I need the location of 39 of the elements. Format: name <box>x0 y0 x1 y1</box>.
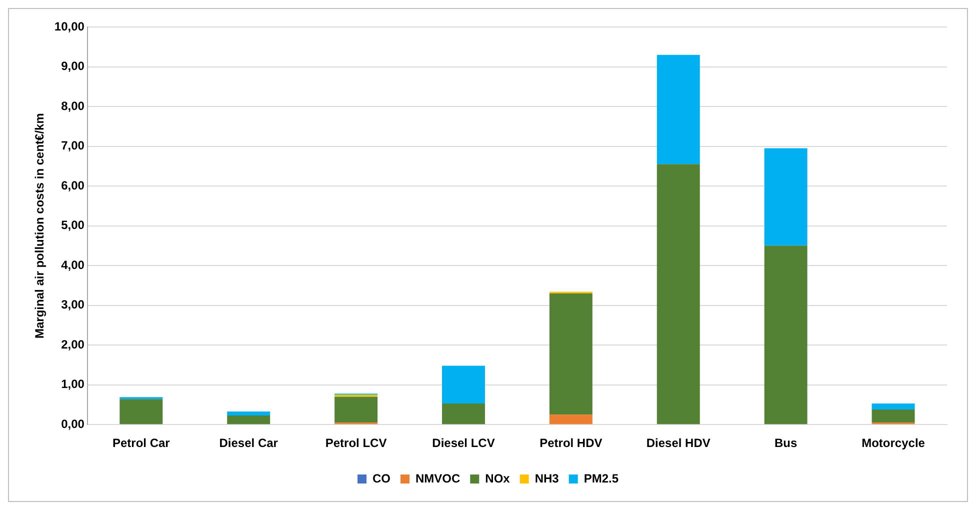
bar <box>442 404 485 424</box>
legend-label: NMVOC <box>415 471 460 486</box>
legend-label: CO <box>372 471 390 486</box>
bar <box>334 396 378 423</box>
bar <box>656 164 700 424</box>
bar <box>549 414 592 424</box>
legend-label: PM2.5 <box>584 471 619 486</box>
x-tick-label: Petrol HDV <box>540 436 602 450</box>
bar <box>872 404 915 410</box>
x-tick-label: Petrol Car <box>112 436 170 450</box>
y-tick-label: 6,00 <box>61 178 85 192</box>
x-tick-label: Diesel HDV <box>646 436 710 450</box>
y-tick-label: 9,00 <box>61 59 85 74</box>
y-tick-label: 7,00 <box>61 138 85 153</box>
y-tick-label: 1,00 <box>61 377 85 392</box>
y-tick-label: 4,00 <box>61 258 85 272</box>
bar <box>442 366 485 404</box>
y-tick-label: 8,00 <box>61 98 85 113</box>
bar <box>656 54 700 164</box>
bar <box>872 409 915 423</box>
y-tick-label: 2,00 <box>61 337 85 352</box>
x-tick-label: Petrol LCV <box>325 436 387 450</box>
x-tick-label: Diesel Car <box>219 436 278 450</box>
bar <box>764 246 808 424</box>
legend-label: NOx <box>485 471 510 486</box>
bar <box>227 415 270 424</box>
bar <box>227 411 270 416</box>
y-tick-label: 0,00 <box>61 416 85 431</box>
bar <box>549 293 592 415</box>
legend-label: NH3 <box>534 471 560 486</box>
x-tick-label: Diesel LCV <box>432 436 495 450</box>
x-tick-label: Bus <box>774 436 798 450</box>
bar <box>764 148 808 246</box>
y-tick-label: 10,00 <box>54 19 85 34</box>
y-axis-title: Marginal air pollution costs in cent€/km <box>32 113 47 338</box>
y-tick-label: 5,00 <box>61 218 85 232</box>
x-tick-label: Motorcycle <box>862 436 926 450</box>
bar <box>120 399 163 424</box>
y-tick-label: 3,00 <box>61 298 85 312</box>
